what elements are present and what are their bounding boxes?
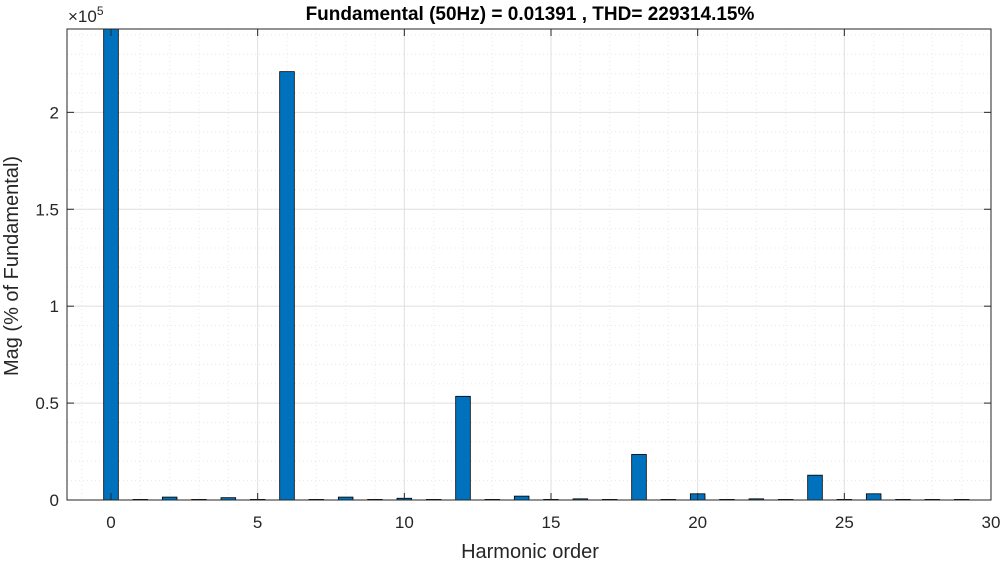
plot-frame xyxy=(66,28,992,501)
axis-ticks xyxy=(67,29,992,501)
y-axis-label: Mag (% of Fundamental) xyxy=(1,156,23,376)
x-tick-label: 30 xyxy=(982,513,1001,532)
y-tick-label: 2 xyxy=(50,103,59,122)
bar-harmonic-12 xyxy=(455,395,471,501)
minor-grid xyxy=(67,29,991,500)
y-tick-label: 1.5 xyxy=(35,200,59,219)
bar-harmonic-14 xyxy=(513,495,530,501)
x-tick-label: 25 xyxy=(835,513,854,532)
bar-harmonic-6 xyxy=(279,71,295,501)
chart-title: Fundamental (50Hz) = 0.01391 , THD= 2293… xyxy=(306,4,755,25)
x-tick-label: 20 xyxy=(688,513,707,532)
x-tick-label: 5 xyxy=(253,513,262,532)
bar-harmonic-0 xyxy=(103,28,119,501)
y-tick-label: 1 xyxy=(50,297,59,316)
bar-harmonic-26 xyxy=(865,493,882,501)
y-tick-labels: 0 0.5 1 1.5 2 xyxy=(35,103,59,510)
major-grid xyxy=(67,29,992,501)
y-tick-label: 0 xyxy=(50,491,59,510)
x-tick-label: 15 xyxy=(542,513,561,532)
y-exponent-label: ×105 xyxy=(68,4,104,26)
x-tick-label: 0 xyxy=(106,513,115,532)
bar-harmonic-24 xyxy=(807,474,823,501)
bar-harmonic-18 xyxy=(631,454,647,501)
x-tick-label: 10 xyxy=(395,513,414,532)
x-axis-label: Harmonic order xyxy=(461,541,599,563)
y-exponent-base: ×10 xyxy=(68,7,97,26)
x-tick-labels: 0 5 10 15 20 25 30 xyxy=(106,513,1000,532)
y-tick-label: 0.5 xyxy=(35,394,59,413)
y-exponent-power: 5 xyxy=(97,4,104,18)
plot-area xyxy=(67,29,991,500)
